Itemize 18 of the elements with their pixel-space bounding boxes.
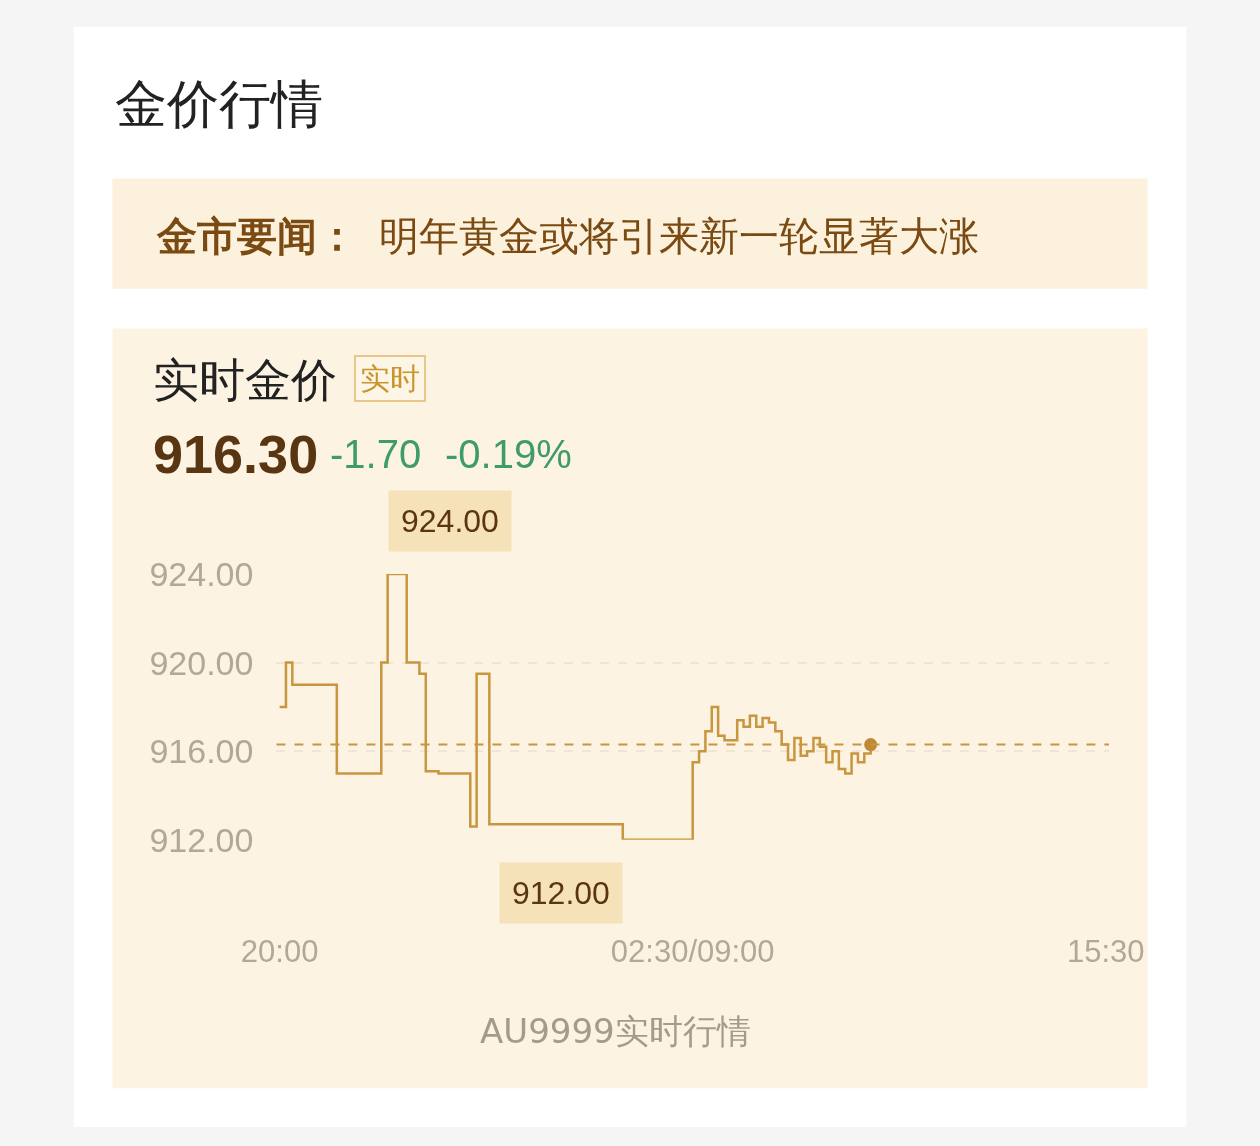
text: -1.70 — [330, 432, 422, 476]
x-tick-label: 02:30/09:00 — [610, 933, 775, 969]
chart-title: 金价行情 — [115, 74, 323, 134]
text: -0.19% — [445, 432, 572, 476]
text: AU9999实时行情 — [480, 1011, 751, 1051]
x-tick-label: 15:30 — [1067, 933, 1145, 969]
text: 实时 — [360, 361, 420, 396]
text: 912.00 — [512, 875, 610, 911]
text: 916.30 — [153, 424, 319, 484]
chart-subtitle: 实时金价 — [153, 353, 337, 407]
text: 明年黄金或将引来新一轮显著大涨 — [379, 213, 979, 259]
x-tick-label: 20:00 — [240, 933, 319, 969]
text: 924.00 — [401, 503, 499, 539]
y-tick-label: 916.00 — [149, 732, 254, 771]
y-tick-label: 912.00 — [149, 820, 254, 859]
text: 金市要闻： — [156, 213, 357, 259]
y-tick-label: 920.00 — [149, 643, 254, 682]
y-tick-label: 924.00 — [149, 554, 254, 593]
